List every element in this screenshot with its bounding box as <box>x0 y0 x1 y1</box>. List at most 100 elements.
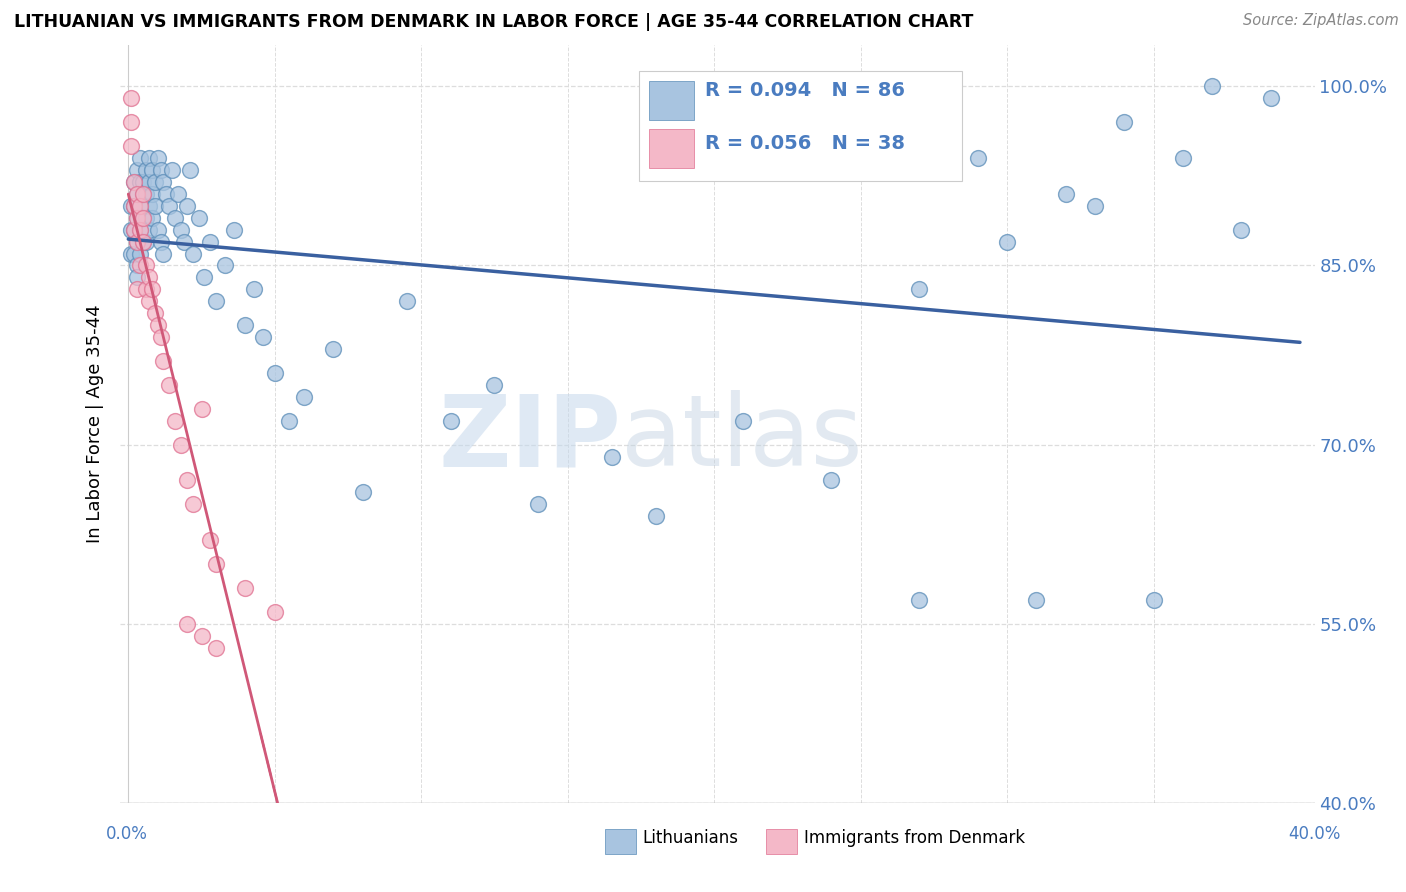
Point <box>135 186 157 201</box>
Point <box>138 270 160 285</box>
Text: 40.0%: 40.0% <box>1288 825 1341 843</box>
Point <box>120 246 142 260</box>
Point <box>165 414 187 428</box>
Point <box>141 163 163 178</box>
Point <box>1230 222 1253 236</box>
Point <box>162 163 183 178</box>
Point <box>129 246 152 260</box>
Point <box>120 115 142 129</box>
Point <box>278 414 301 428</box>
Text: Lithuanians: Lithuanians <box>643 830 738 847</box>
Text: R = 0.094   N = 86: R = 0.094 N = 86 <box>706 80 905 100</box>
Point <box>1084 199 1107 213</box>
Point <box>127 282 149 296</box>
Point <box>141 186 163 201</box>
Point <box>132 175 155 189</box>
Point <box>152 175 174 189</box>
Point <box>292 390 315 404</box>
Point <box>132 186 155 201</box>
Point <box>395 294 418 309</box>
Point <box>1171 151 1194 165</box>
Point <box>129 222 152 236</box>
Point <box>141 211 163 225</box>
Point <box>1054 186 1077 201</box>
Point <box>135 163 157 178</box>
Point <box>122 246 145 260</box>
Point <box>214 259 236 273</box>
Bar <box>650 81 695 120</box>
Point <box>122 199 145 213</box>
Point <box>820 474 842 488</box>
Point <box>170 437 193 451</box>
Point <box>193 270 215 285</box>
Point <box>120 91 142 105</box>
Point <box>263 366 285 380</box>
Point <box>322 342 344 356</box>
Point <box>132 211 155 225</box>
Point <box>1114 115 1136 129</box>
Point <box>1260 91 1282 105</box>
Point <box>205 294 228 309</box>
Point <box>127 235 149 249</box>
Point <box>129 222 152 236</box>
Point <box>1201 79 1223 94</box>
Point <box>132 211 155 225</box>
Point <box>129 151 152 165</box>
Point <box>235 318 257 333</box>
Point <box>127 270 149 285</box>
Point <box>190 401 212 416</box>
Point <box>1025 592 1047 607</box>
Point <box>243 282 266 296</box>
Point <box>138 222 160 236</box>
Point <box>205 557 228 571</box>
Point <box>132 235 155 249</box>
Point <box>205 640 228 655</box>
Point <box>152 354 174 368</box>
Point <box>120 139 142 153</box>
Point <box>138 294 160 309</box>
Text: R = 0.056   N = 38: R = 0.056 N = 38 <box>706 134 905 153</box>
Point <box>252 330 274 344</box>
Point <box>127 163 149 178</box>
Point <box>127 259 149 273</box>
Point <box>149 163 172 178</box>
Point <box>135 211 157 225</box>
Point <box>439 414 461 428</box>
Point <box>143 175 166 189</box>
Point <box>181 246 204 260</box>
Point <box>122 175 145 189</box>
Point <box>122 222 145 236</box>
Point <box>138 175 160 189</box>
Point <box>1142 592 1164 607</box>
Point <box>127 186 149 201</box>
Text: Source: ZipAtlas.com: Source: ZipAtlas.com <box>1243 13 1399 29</box>
Point <box>173 235 195 249</box>
Point <box>138 151 160 165</box>
Point <box>149 235 172 249</box>
Point <box>135 282 157 296</box>
Point <box>152 246 174 260</box>
Point <box>122 222 145 236</box>
Text: Immigrants from Denmark: Immigrants from Denmark <box>804 830 1025 847</box>
Point <box>143 306 166 320</box>
Point <box>141 282 163 296</box>
Point <box>129 199 152 213</box>
Point <box>187 211 209 225</box>
Point <box>122 175 145 189</box>
Point <box>127 235 149 249</box>
Point <box>908 592 931 607</box>
Point <box>132 186 155 201</box>
Point <box>170 222 193 236</box>
Point <box>146 318 169 333</box>
Point <box>135 259 157 273</box>
Point <box>120 222 142 236</box>
Point <box>127 211 149 225</box>
Point <box>263 605 285 619</box>
Point <box>120 199 142 213</box>
Point <box>600 450 623 464</box>
Point <box>165 211 187 225</box>
Point <box>149 330 172 344</box>
Point <box>200 235 222 249</box>
Point <box>146 222 169 236</box>
Point <box>527 497 550 511</box>
